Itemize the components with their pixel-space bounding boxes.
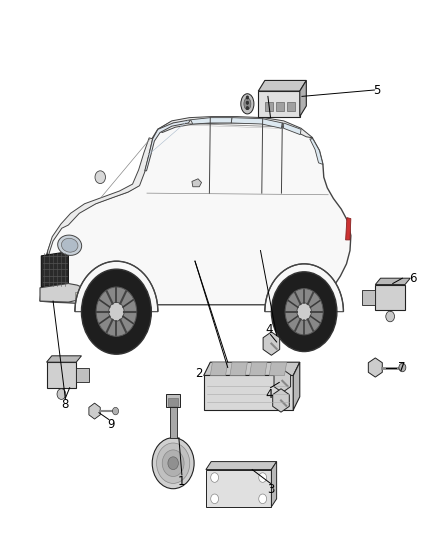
Polygon shape — [258, 80, 306, 91]
Bar — [170, 405, 177, 438]
Polygon shape — [76, 368, 89, 382]
Text: 9: 9 — [107, 418, 114, 431]
Polygon shape — [368, 358, 382, 377]
Circle shape — [113, 407, 119, 415]
Circle shape — [246, 107, 249, 110]
Circle shape — [57, 389, 66, 399]
Circle shape — [246, 96, 249, 99]
Circle shape — [285, 288, 323, 335]
Circle shape — [156, 443, 190, 483]
Text: 5: 5 — [373, 84, 381, 96]
Circle shape — [297, 303, 311, 320]
Bar — [83, 292, 89, 298]
Text: 3: 3 — [267, 483, 274, 496]
Polygon shape — [191, 118, 232, 124]
Circle shape — [109, 302, 124, 321]
Polygon shape — [40, 118, 351, 305]
Polygon shape — [158, 117, 313, 138]
Bar — [287, 102, 294, 111]
Polygon shape — [145, 120, 191, 171]
Polygon shape — [206, 470, 272, 507]
Text: 4: 4 — [265, 322, 273, 336]
Polygon shape — [269, 362, 287, 375]
Circle shape — [162, 450, 184, 477]
Polygon shape — [375, 278, 410, 285]
Ellipse shape — [58, 235, 81, 255]
Bar — [168, 398, 178, 406]
Polygon shape — [46, 362, 76, 387]
Polygon shape — [274, 369, 290, 392]
Circle shape — [96, 287, 137, 336]
Polygon shape — [206, 462, 277, 470]
Polygon shape — [310, 139, 323, 165]
Circle shape — [95, 171, 106, 183]
Circle shape — [81, 269, 151, 354]
Circle shape — [168, 457, 178, 470]
Polygon shape — [210, 362, 228, 375]
Circle shape — [259, 494, 267, 504]
Bar — [265, 102, 273, 111]
Polygon shape — [46, 138, 152, 261]
Ellipse shape — [244, 98, 251, 110]
Polygon shape — [375, 285, 405, 310]
Text: 7: 7 — [398, 361, 405, 374]
Wedge shape — [265, 264, 343, 312]
Polygon shape — [362, 290, 375, 305]
Polygon shape — [192, 179, 201, 187]
Circle shape — [259, 473, 267, 482]
Ellipse shape — [61, 238, 78, 252]
Circle shape — [386, 311, 395, 322]
Polygon shape — [250, 362, 267, 375]
Text: 4: 4 — [265, 387, 273, 401]
Polygon shape — [273, 389, 289, 412]
Polygon shape — [284, 123, 301, 135]
Wedge shape — [75, 261, 158, 312]
Polygon shape — [300, 80, 306, 117]
Polygon shape — [89, 403, 100, 419]
Text: 1: 1 — [178, 475, 186, 488]
Circle shape — [211, 473, 219, 482]
Polygon shape — [204, 375, 293, 410]
Polygon shape — [204, 362, 300, 375]
Polygon shape — [46, 356, 81, 362]
Polygon shape — [40, 284, 86, 302]
Circle shape — [211, 494, 219, 504]
Polygon shape — [258, 91, 300, 117]
Text: 2: 2 — [195, 367, 202, 381]
Polygon shape — [231, 118, 283, 128]
Text: 8: 8 — [62, 398, 69, 411]
Polygon shape — [41, 252, 68, 287]
Circle shape — [152, 438, 194, 489]
Text: 6: 6 — [410, 272, 417, 285]
Polygon shape — [293, 362, 300, 410]
Bar — [75, 292, 81, 298]
Circle shape — [246, 101, 249, 104]
Bar — [276, 102, 284, 111]
Circle shape — [272, 272, 337, 352]
Polygon shape — [263, 332, 280, 356]
Bar — [166, 394, 180, 407]
Polygon shape — [346, 217, 351, 240]
Circle shape — [399, 364, 406, 372]
Polygon shape — [272, 462, 277, 507]
Polygon shape — [230, 362, 247, 375]
Ellipse shape — [241, 94, 254, 114]
